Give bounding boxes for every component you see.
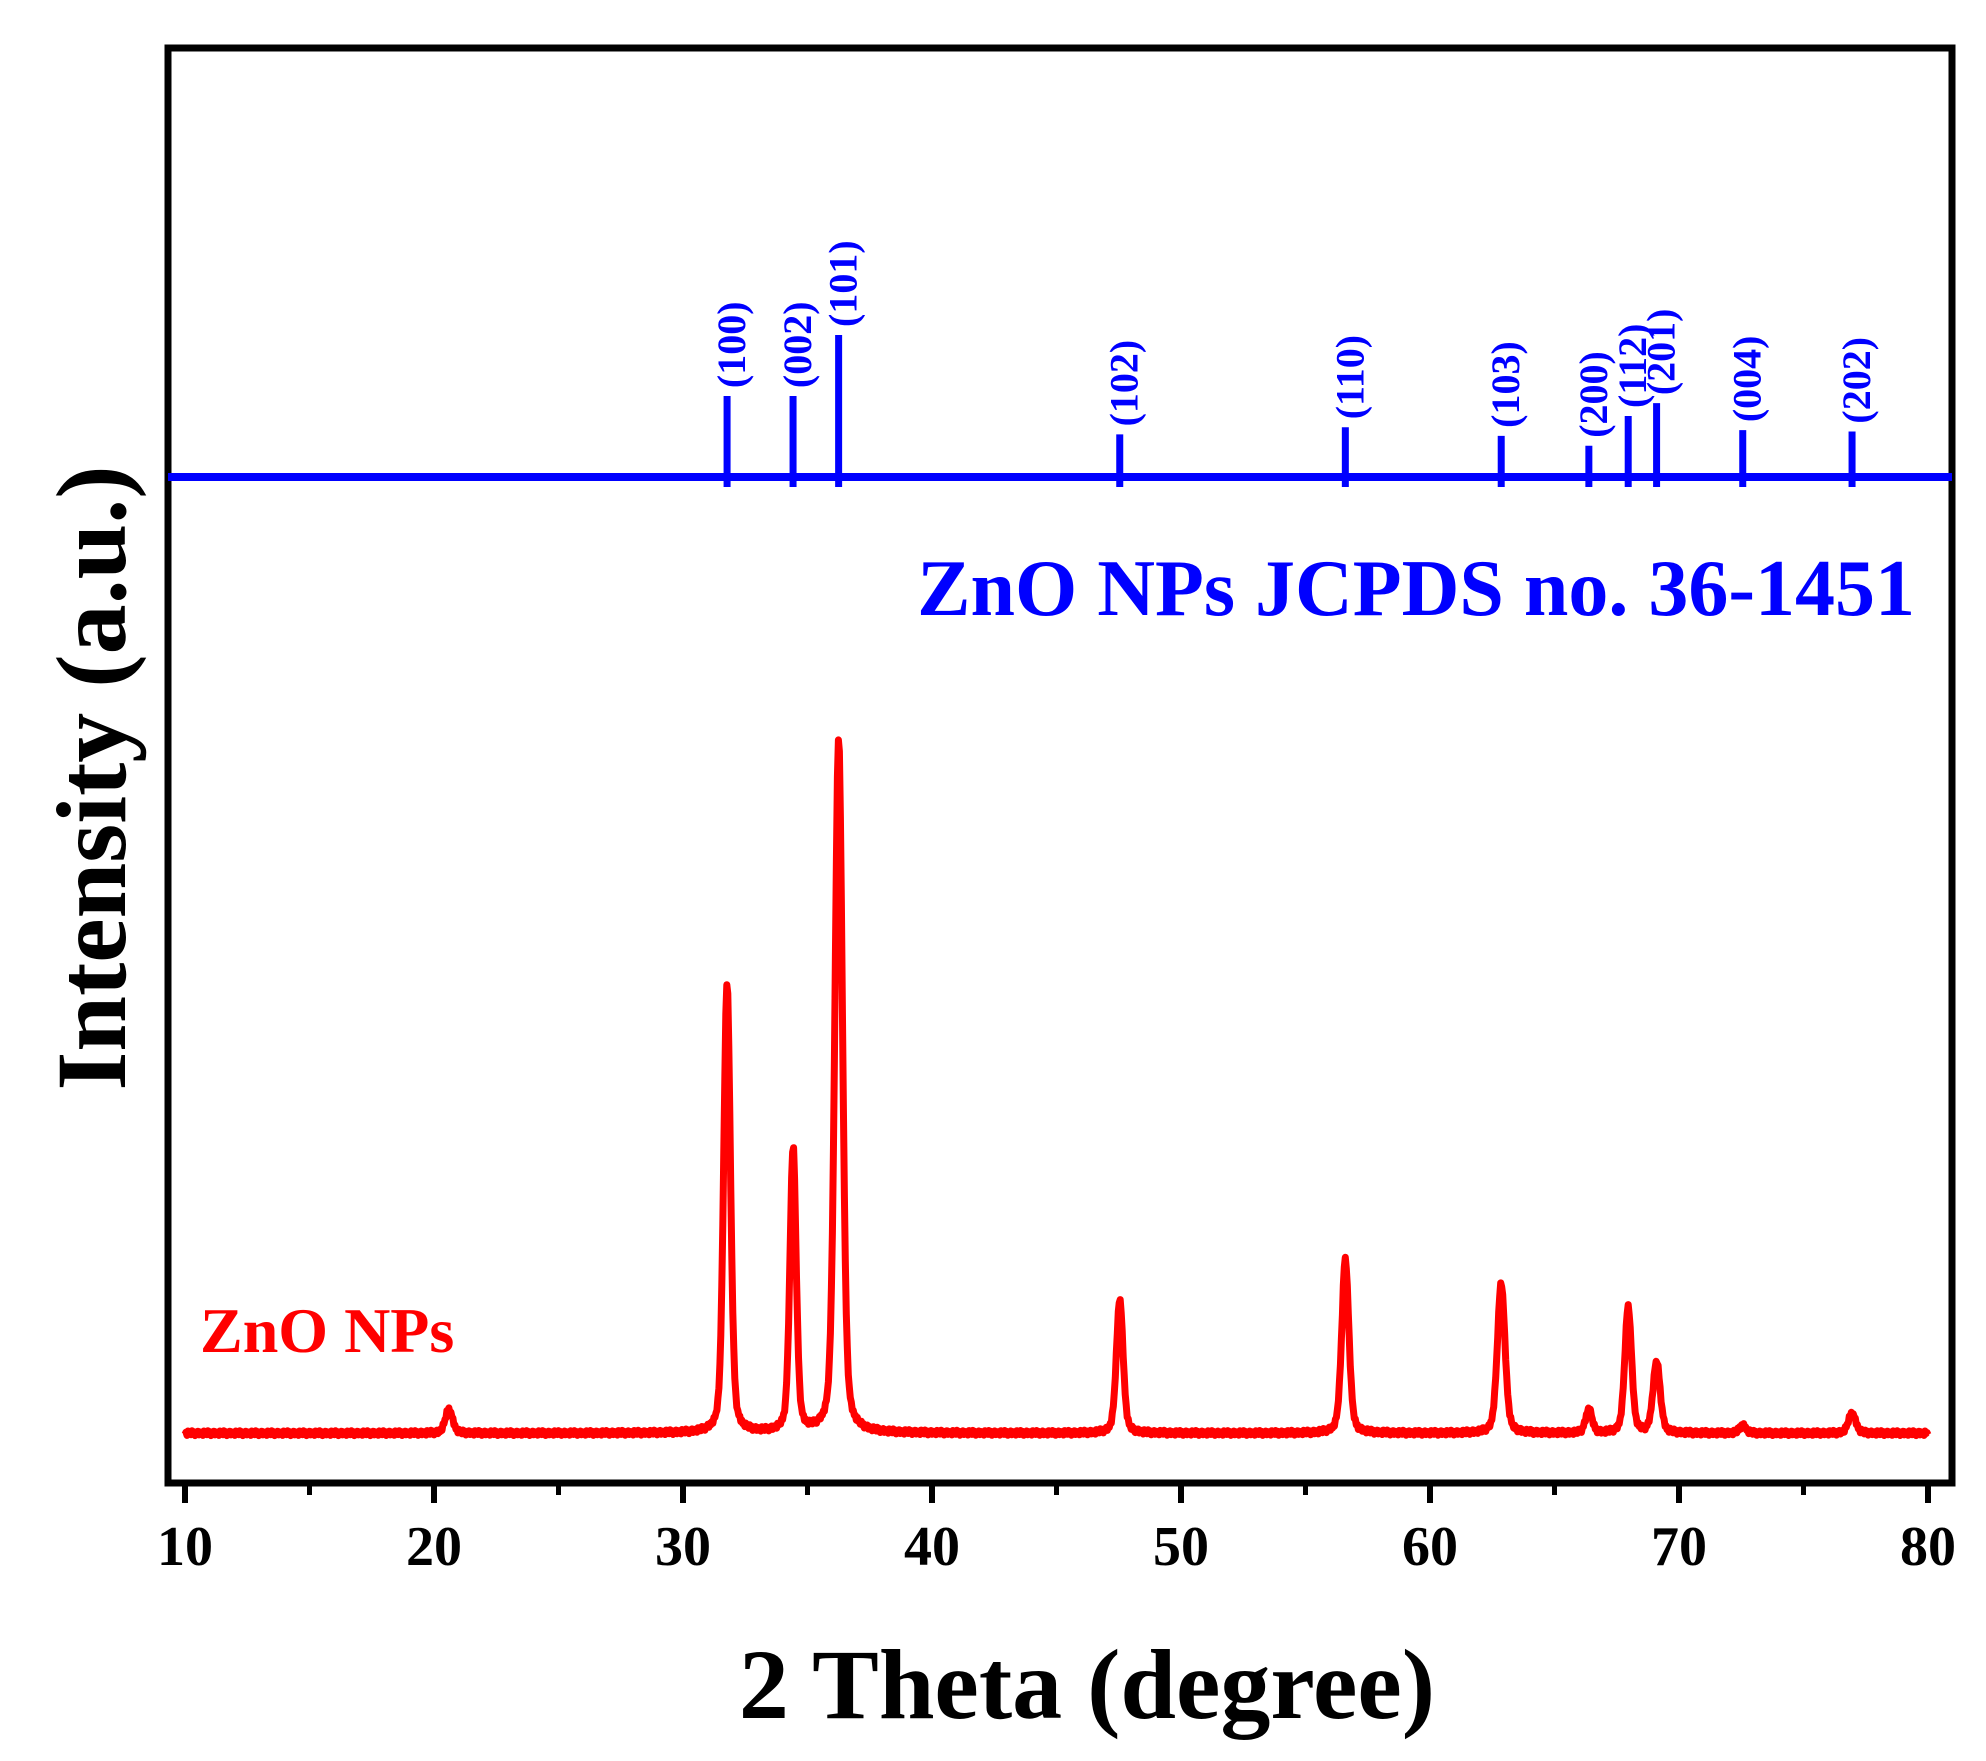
reference-series-label: ZnO NPs JCPDS no. 36-1451 — [917, 545, 1915, 633]
hkl-label-200: (200) — [1571, 351, 1616, 438]
labels: ZnO NPs JCPDS no. 36-1451 ZnO NPs 2 Thet… — [36, 465, 1915, 1740]
sample-pattern — [181, 736, 1932, 1440]
x-tick-label: 40 — [904, 1516, 960, 1578]
x-tick-label: 80 — [1900, 1516, 1956, 1578]
x-tick-label: 50 — [1153, 1516, 1209, 1578]
hkl-label-112: (112) — [1610, 324, 1655, 408]
hkl-label-002: (002) — [775, 301, 820, 388]
hkl-label-202: (202) — [1834, 337, 1879, 424]
x-tick-label: 10 — [157, 1516, 213, 1578]
hkl-label-100: (100) — [709, 301, 754, 388]
hkl-label-004: (004) — [1725, 335, 1770, 422]
y-axis-title: Intensity (a.u.) — [36, 465, 147, 1090]
x-tick-label: 20 — [406, 1516, 462, 1578]
x-tick-label: 60 — [1402, 1516, 1458, 1578]
sample-series-label: ZnO NPs — [200, 1295, 454, 1366]
sample-curve — [181, 736, 1932, 1440]
plot-frame — [164, 44, 1956, 1487]
hkl-label-102: (102) — [1102, 340, 1147, 427]
axes: 10 20 30 40 50 60 70 80 — [157, 44, 1956, 1578]
x-tick-label: 70 — [1651, 1516, 1707, 1578]
hkl-label-103: (103) — [1483, 341, 1528, 428]
x-axis-title: 2 Theta (degree) — [739, 1629, 1435, 1740]
x-tick-label: 30 — [655, 1516, 711, 1578]
hkl-label-110: (110) — [1327, 335, 1372, 419]
hkl-label-201: (201) — [1639, 309, 1684, 396]
reference-pattern: (100) (002)(101) (102) (110) (103) (200)(112)… — [168, 240, 1952, 487]
hkl-label-101: (101) — [821, 240, 866, 327]
